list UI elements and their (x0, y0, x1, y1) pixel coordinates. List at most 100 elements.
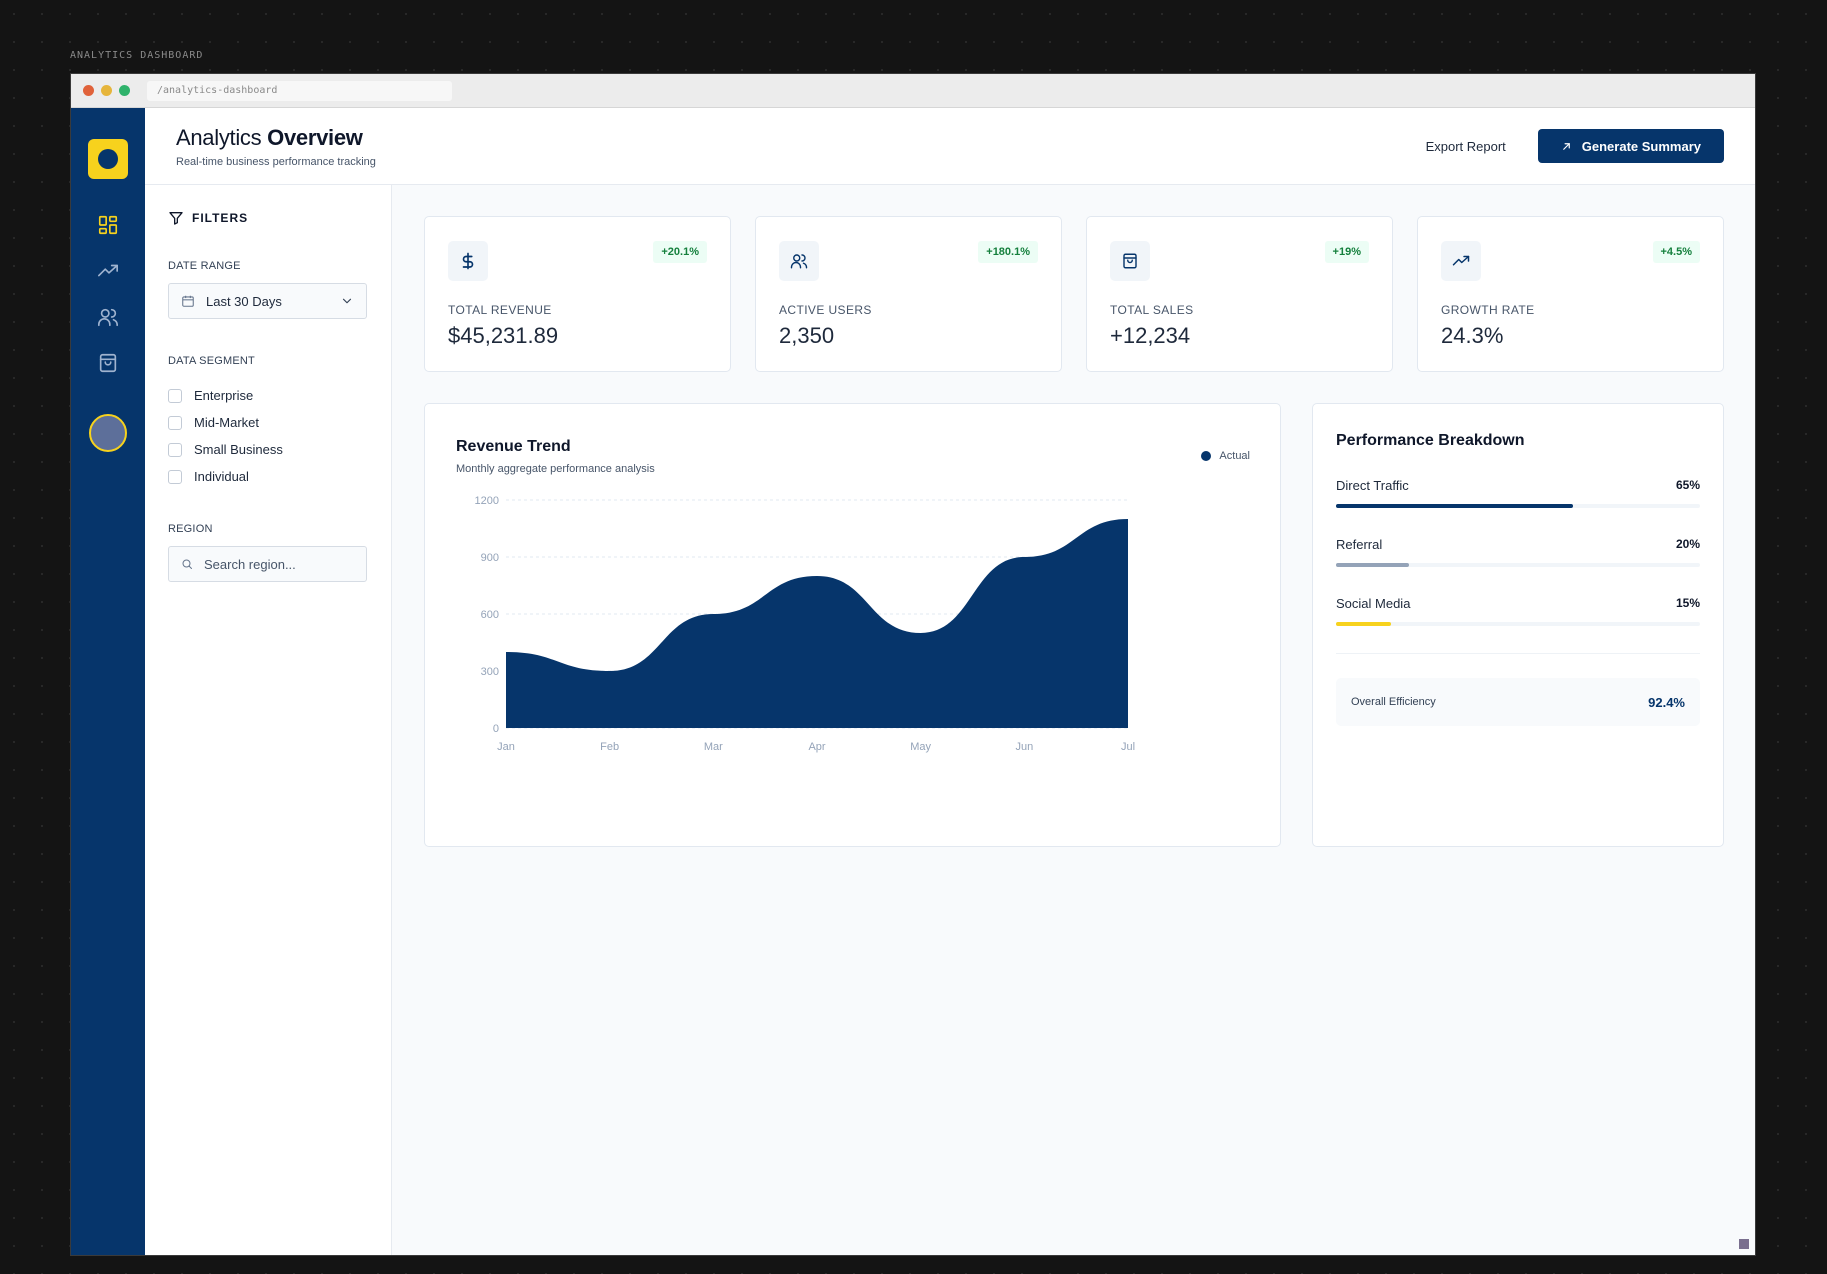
legend-label-actual: Actual (1219, 450, 1250, 462)
perf-item-label: Referral (1336, 537, 1383, 552)
kpi-change-badge: +4.5% (1652, 241, 1700, 263)
nav-users[interactable] (95, 304, 121, 330)
checkbox[interactable] (168, 442, 182, 457)
x-tick-label: Jun (1015, 741, 1033, 753)
segment-option-individual[interactable]: Individual (168, 463, 367, 490)
icon-rail (71, 108, 145, 1255)
segment-option-mid-market[interactable]: Mid-Market (168, 409, 367, 436)
browser-window: /analytics-dashboard (70, 73, 1756, 1256)
perf-item-percent: 15% (1675, 596, 1700, 610)
address-bar[interactable]: /analytics-dashboard (147, 80, 452, 101)
resize-handle[interactable] (1739, 1239, 1749, 1249)
nav-dashboard[interactable] (95, 212, 121, 238)
kpi-change-badge: +180.1% (978, 241, 1038, 263)
divider (1336, 653, 1700, 654)
page-title: Analytics Overview (176, 125, 376, 151)
kpi-icon-box (779, 241, 819, 281)
app-logo[interactable] (88, 139, 128, 179)
kpi-card-total-sales: +19% TOTAL SALES +12,234 (1086, 216, 1393, 372)
revenue-trend-card: Revenue Trend Monthly aggregate performa… (424, 403, 1281, 847)
dashboard: +20.1% TOTAL REVENUE $45,231.89 +180.1% … (392, 185, 1755, 1255)
window-titlebar: /analytics-dashboard (71, 74, 1755, 108)
legend-swatch-actual (1201, 451, 1212, 461)
chevron-down-icon (342, 298, 352, 304)
dashboard-grid-icon (98, 215, 118, 235)
kpi-value: 2,350 (779, 323, 835, 348)
segment-option-label: Enterprise (194, 388, 254, 403)
kpi-icon-box (1110, 241, 1150, 281)
title-block: Analytics Overview Real-time business pe… (176, 125, 376, 168)
chart-legend: Actual (1201, 450, 1250, 462)
x-tick-label: Mar (704, 741, 723, 753)
user-avatar[interactable] (89, 414, 127, 452)
kpi-label: ACTIVE USERS (779, 303, 872, 317)
checkbox[interactable] (168, 388, 182, 403)
users-icon (790, 254, 808, 269)
kpi-label: GROWTH RATE (1441, 303, 1535, 317)
minimize-window-button[interactable] (101, 85, 112, 96)
x-tick-label: May (910, 741, 931, 753)
close-window-button[interactable] (83, 85, 94, 96)
data-segment-label: DATA SEGMENT (168, 355, 255, 367)
checkbox[interactable] (168, 415, 182, 430)
generate-summary-label: Generate Summary (1581, 138, 1701, 154)
shopping-bag-icon (1123, 253, 1137, 269)
region-search-input[interactable] (204, 556, 354, 572)
maximize-window-button[interactable] (119, 85, 130, 96)
date-range-select[interactable]: Last 30 Days (168, 283, 367, 319)
segment-option-small-business[interactable]: Small Business (168, 436, 367, 463)
trend-up-icon (98, 264, 118, 277)
content-area: FILTERS DATE RANGE Last 30 Days DATA SEG… (145, 185, 1755, 1255)
shopping-bag-icon (99, 353, 117, 373)
series-area-actual (506, 519, 1128, 728)
dollar-icon (462, 252, 474, 270)
perf-item-referral: Referral 20% (1336, 537, 1700, 567)
overall-efficiency: Overall Efficiency 92.4% (1336, 678, 1700, 726)
kpi-icon-box (1441, 241, 1481, 281)
perf-item-direct-traffic: Direct Traffic 65% (1336, 478, 1700, 508)
y-tick-label: 1200 (475, 495, 499, 507)
region-search[interactable] (168, 546, 367, 582)
progress-fill (1336, 563, 1409, 567)
date-range-value: Last 30 Days (206, 293, 282, 309)
performance-title: Performance Breakdown (1336, 432, 1525, 449)
revenue-trend-subtitle: Monthly aggregate performance analysis (456, 463, 655, 475)
kpi-icon-box (448, 241, 488, 281)
filters-title: FILTERS (192, 211, 249, 225)
nav-trends[interactable] (95, 258, 121, 284)
kpi-label: TOTAL REVENUE (448, 303, 552, 317)
perf-item-percent: 20% (1675, 537, 1700, 551)
progress-track (1336, 504, 1700, 508)
calendar-icon (182, 295, 194, 307)
kpi-card-growth-rate: +4.5% GROWTH RATE 24.3% (1417, 216, 1724, 372)
progress-track (1336, 563, 1700, 567)
generate-summary-button[interactable]: Generate Summary (1537, 129, 1724, 163)
region-label: REGION (168, 523, 213, 535)
page-title-light: Analytics (176, 124, 262, 150)
progress-track (1336, 622, 1700, 626)
efficiency-label: Overall Efficiency (1351, 696, 1436, 708)
date-range-label: DATE RANGE (168, 260, 241, 272)
checkbox[interactable] (168, 469, 182, 484)
trend-up-icon (1452, 255, 1470, 266)
kpi-change-badge: +19% (1324, 241, 1369, 263)
revenue-trend-chart: 0 300 600 900 1200 Jan Feb Mar Apr May Jun Jul (475, 495, 1136, 753)
main-area: Analytics Overview Real-time business pe… (145, 108, 1755, 1255)
users-icon (98, 308, 118, 327)
segment-option-enterprise[interactable]: Enterprise (168, 382, 367, 409)
y-tick-label: 300 (481, 666, 499, 678)
y-tick-label: 600 (481, 609, 499, 621)
y-tick-label: 0 (493, 723, 499, 735)
page-header: Analytics Overview Real-time business pe… (145, 108, 1755, 185)
page-title-bold: Overview (267, 124, 363, 150)
x-tick-label: Apr (808, 741, 825, 753)
segment-checkbox-list: Enterprise Mid-Market Small Business Ind… (168, 382, 367, 490)
arrow-up-right-icon (1562, 142, 1570, 150)
efficiency-value: 92.4% (1648, 694, 1685, 710)
export-report-button[interactable]: Export Report (1425, 138, 1506, 154)
kpi-card-active-users: +180.1% ACTIVE USERS 2,350 (755, 216, 1062, 372)
header-actions: Export Report Generate Summary (1426, 129, 1724, 163)
y-tick-label: 900 (481, 552, 499, 564)
kpi-value: $45,231.89 (448, 323, 559, 348)
nav-sales[interactable] (95, 350, 121, 376)
